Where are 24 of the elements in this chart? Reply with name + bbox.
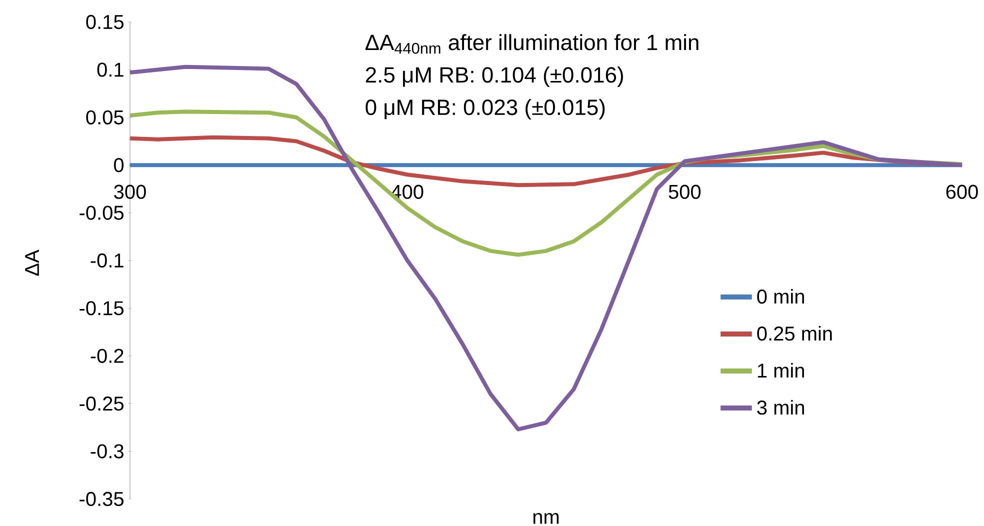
y-tick-label: -0.25 (80, 396, 124, 411)
x-tick-label: 400 (391, 184, 424, 199)
legend-label: 0 min (757, 289, 804, 304)
legend-label: 0.25 min (757, 326, 832, 341)
y-tick-label: -0.15 (80, 301, 124, 316)
annotation: 2.5 μM RB: 0.104 (±0.016) (366, 66, 623, 88)
y-axis-title: ΔA (25, 250, 39, 276)
x-axis-title: nm (533, 513, 559, 524)
y-tick-label: 0 (114, 158, 124, 172)
annotation: 0 μM RB: 0.023 (±0.015) (366, 98, 605, 120)
x-tick-label: 300 (114, 184, 146, 199)
y-tick-label: -0.1 (90, 253, 124, 268)
y-tick-label: 0.15 (86, 14, 124, 30)
y-tick-label: 0.1 (97, 62, 124, 77)
x-tick-label: 600 (946, 184, 978, 199)
y-tick-label: -0.3 (90, 444, 124, 458)
y-tick-label: -0.05 (80, 206, 124, 220)
annotation: ΔA$_{440nm}$ after illumination for 1 min (365, 34, 698, 54)
legend-label: 3 min (757, 400, 804, 415)
y-tick-label: 0.05 (86, 110, 124, 124)
legend-label: 1 min (758, 362, 804, 378)
x-tick-label: 500 (668, 184, 701, 199)
y-tick-label: -0.2 (90, 348, 124, 363)
y-tick-label: -0.35 (80, 492, 124, 506)
